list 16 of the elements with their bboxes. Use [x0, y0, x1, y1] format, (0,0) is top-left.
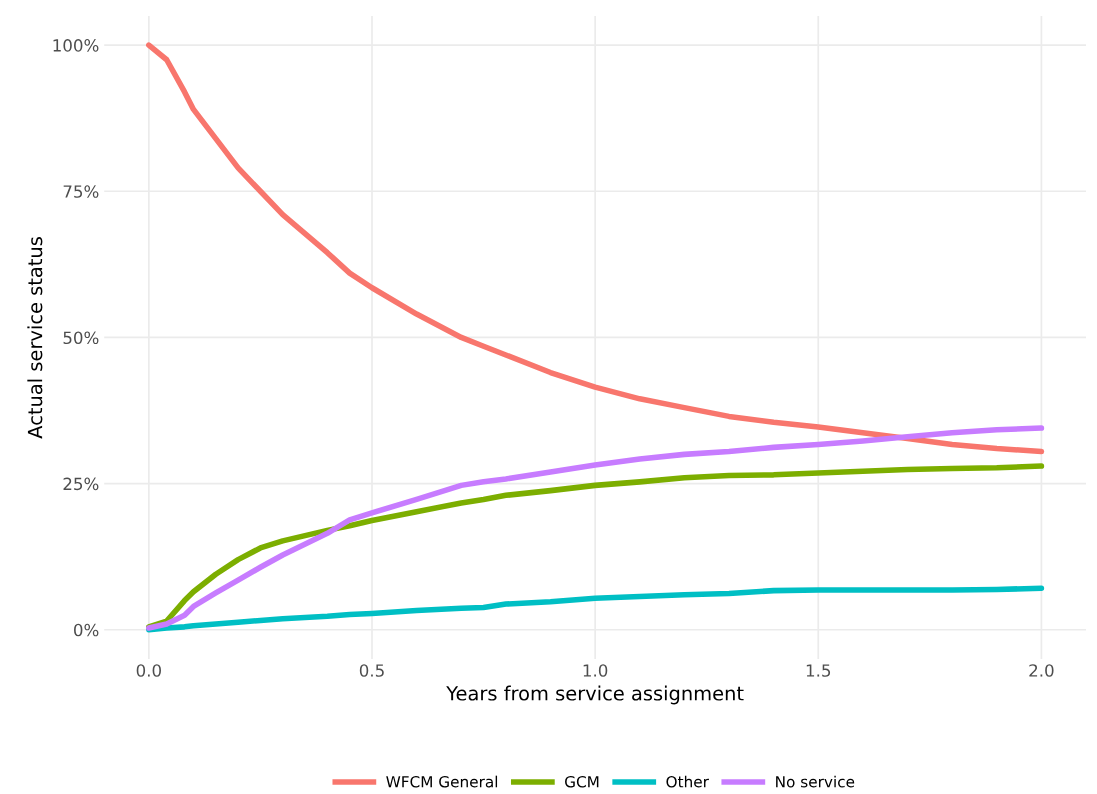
x-tick-label: 0.0 — [136, 664, 161, 677]
x-tick-label: 2.0 — [1029, 664, 1054, 677]
x-tick-label: 1.5 — [806, 664, 831, 677]
legend-label: No service — [776, 775, 855, 788]
y-tick-label: 50% — [63, 331, 99, 345]
x-axis-title: Years from service assignment — [446, 685, 744, 705]
y-axis-title: Actual service status — [27, 237, 43, 439]
legend-label: WFCM General — [386, 775, 498, 788]
y-tick-label: 100% — [53, 39, 99, 52]
x-tick-label: 0.5 — [359, 664, 384, 677]
legend-label: GCM — [565, 775, 599, 788]
x-tick-label: 1.0 — [583, 664, 608, 677]
y-tick-label: 25% — [63, 477, 99, 491]
legend-label: Other — [666, 775, 709, 788]
y-tick-label: 0% — [74, 623, 99, 637]
y-tick-label: 75% — [63, 185, 99, 198]
